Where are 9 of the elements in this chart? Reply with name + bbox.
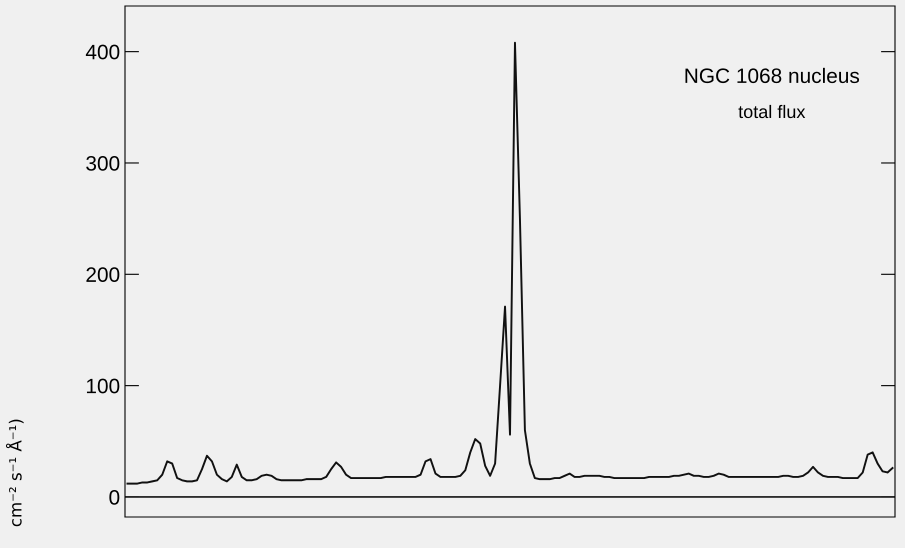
y-tick-label: 400: [86, 44, 120, 60]
y-tick-label: 0: [109, 490, 120, 505]
y-tick-label: 200: [86, 267, 120, 282]
annotation: NGC 1068 nucleus: [686, 68, 860, 84]
y-tick-label: 100: [86, 378, 120, 394]
annotation: total flux: [738, 104, 806, 118]
y-tick-label: 300: [86, 156, 120, 171]
line-series: [126, 42, 894, 485]
y-axis-title: cm⁻² s⁻¹ Å⁻¹): [6, 420, 24, 526]
